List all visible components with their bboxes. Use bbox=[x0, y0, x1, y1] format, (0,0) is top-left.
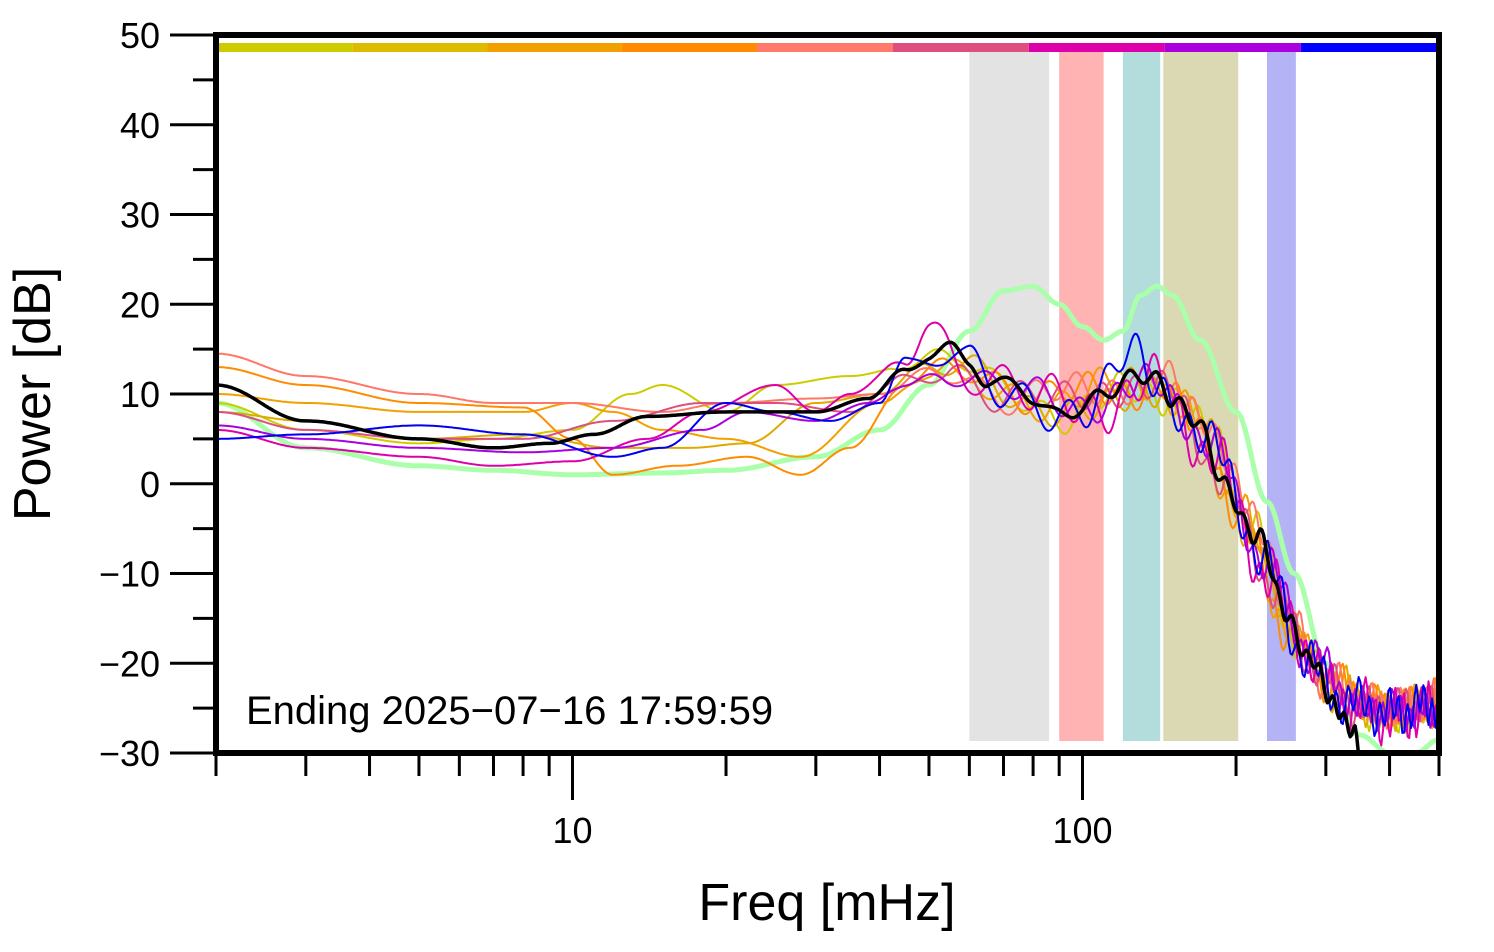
strip-segment-3 bbox=[621, 43, 757, 52]
y-tick-label: 40 bbox=[120, 105, 160, 146]
y-tick-label: 30 bbox=[120, 195, 160, 236]
series-line-4 bbox=[216, 357, 1439, 729]
x-tick-label: 100 bbox=[1052, 810, 1112, 851]
strip-segment-1 bbox=[352, 43, 488, 52]
plot-frame bbox=[213, 32, 1442, 756]
strip-segment-4 bbox=[756, 43, 893, 52]
x-tick-label: 10 bbox=[552, 810, 592, 851]
band-1 bbox=[1059, 52, 1104, 741]
y-axis-title: Power [dB] bbox=[4, 267, 62, 521]
y-tick-label: −30 bbox=[99, 733, 160, 774]
strip-segment-7 bbox=[1164, 43, 1301, 52]
strip-segment-6 bbox=[1028, 43, 1165, 52]
y-tick-label: 50 bbox=[120, 15, 160, 56]
series-line-5 bbox=[216, 352, 1439, 730]
strip-segment-8 bbox=[1300, 43, 1439, 52]
y-tick-label: −10 bbox=[99, 554, 160, 595]
series-line-0 bbox=[216, 283, 1439, 753]
y-tick-label: 0 bbox=[140, 464, 160, 505]
strip-segment-0 bbox=[216, 43, 353, 52]
y-axis: 50 40 30 20 10 0 −10 −20 −30 bbox=[99, 15, 216, 774]
y-tick-label: 10 bbox=[120, 374, 160, 415]
series-line-10 bbox=[216, 340, 1361, 753]
x-axis-title: Freq [mHz] bbox=[698, 874, 955, 932]
y-tick-label: −20 bbox=[99, 643, 160, 684]
spectrum-series bbox=[216, 283, 1439, 753]
y-tick-label: 20 bbox=[120, 284, 160, 325]
frequency-bands bbox=[969, 52, 1296, 741]
x-axis: 10 100 bbox=[214, 753, 1441, 851]
series-line-9 bbox=[216, 332, 1439, 737]
series-line-3 bbox=[216, 358, 1439, 728]
strip-segment-2 bbox=[487, 43, 622, 52]
series-line-8 bbox=[216, 362, 1439, 732]
color-strip bbox=[216, 43, 1439, 52]
annotation-ending: Ending 2025−07−16 17:59:59 bbox=[246, 689, 773, 733]
strip-segment-5 bbox=[892, 43, 1029, 52]
